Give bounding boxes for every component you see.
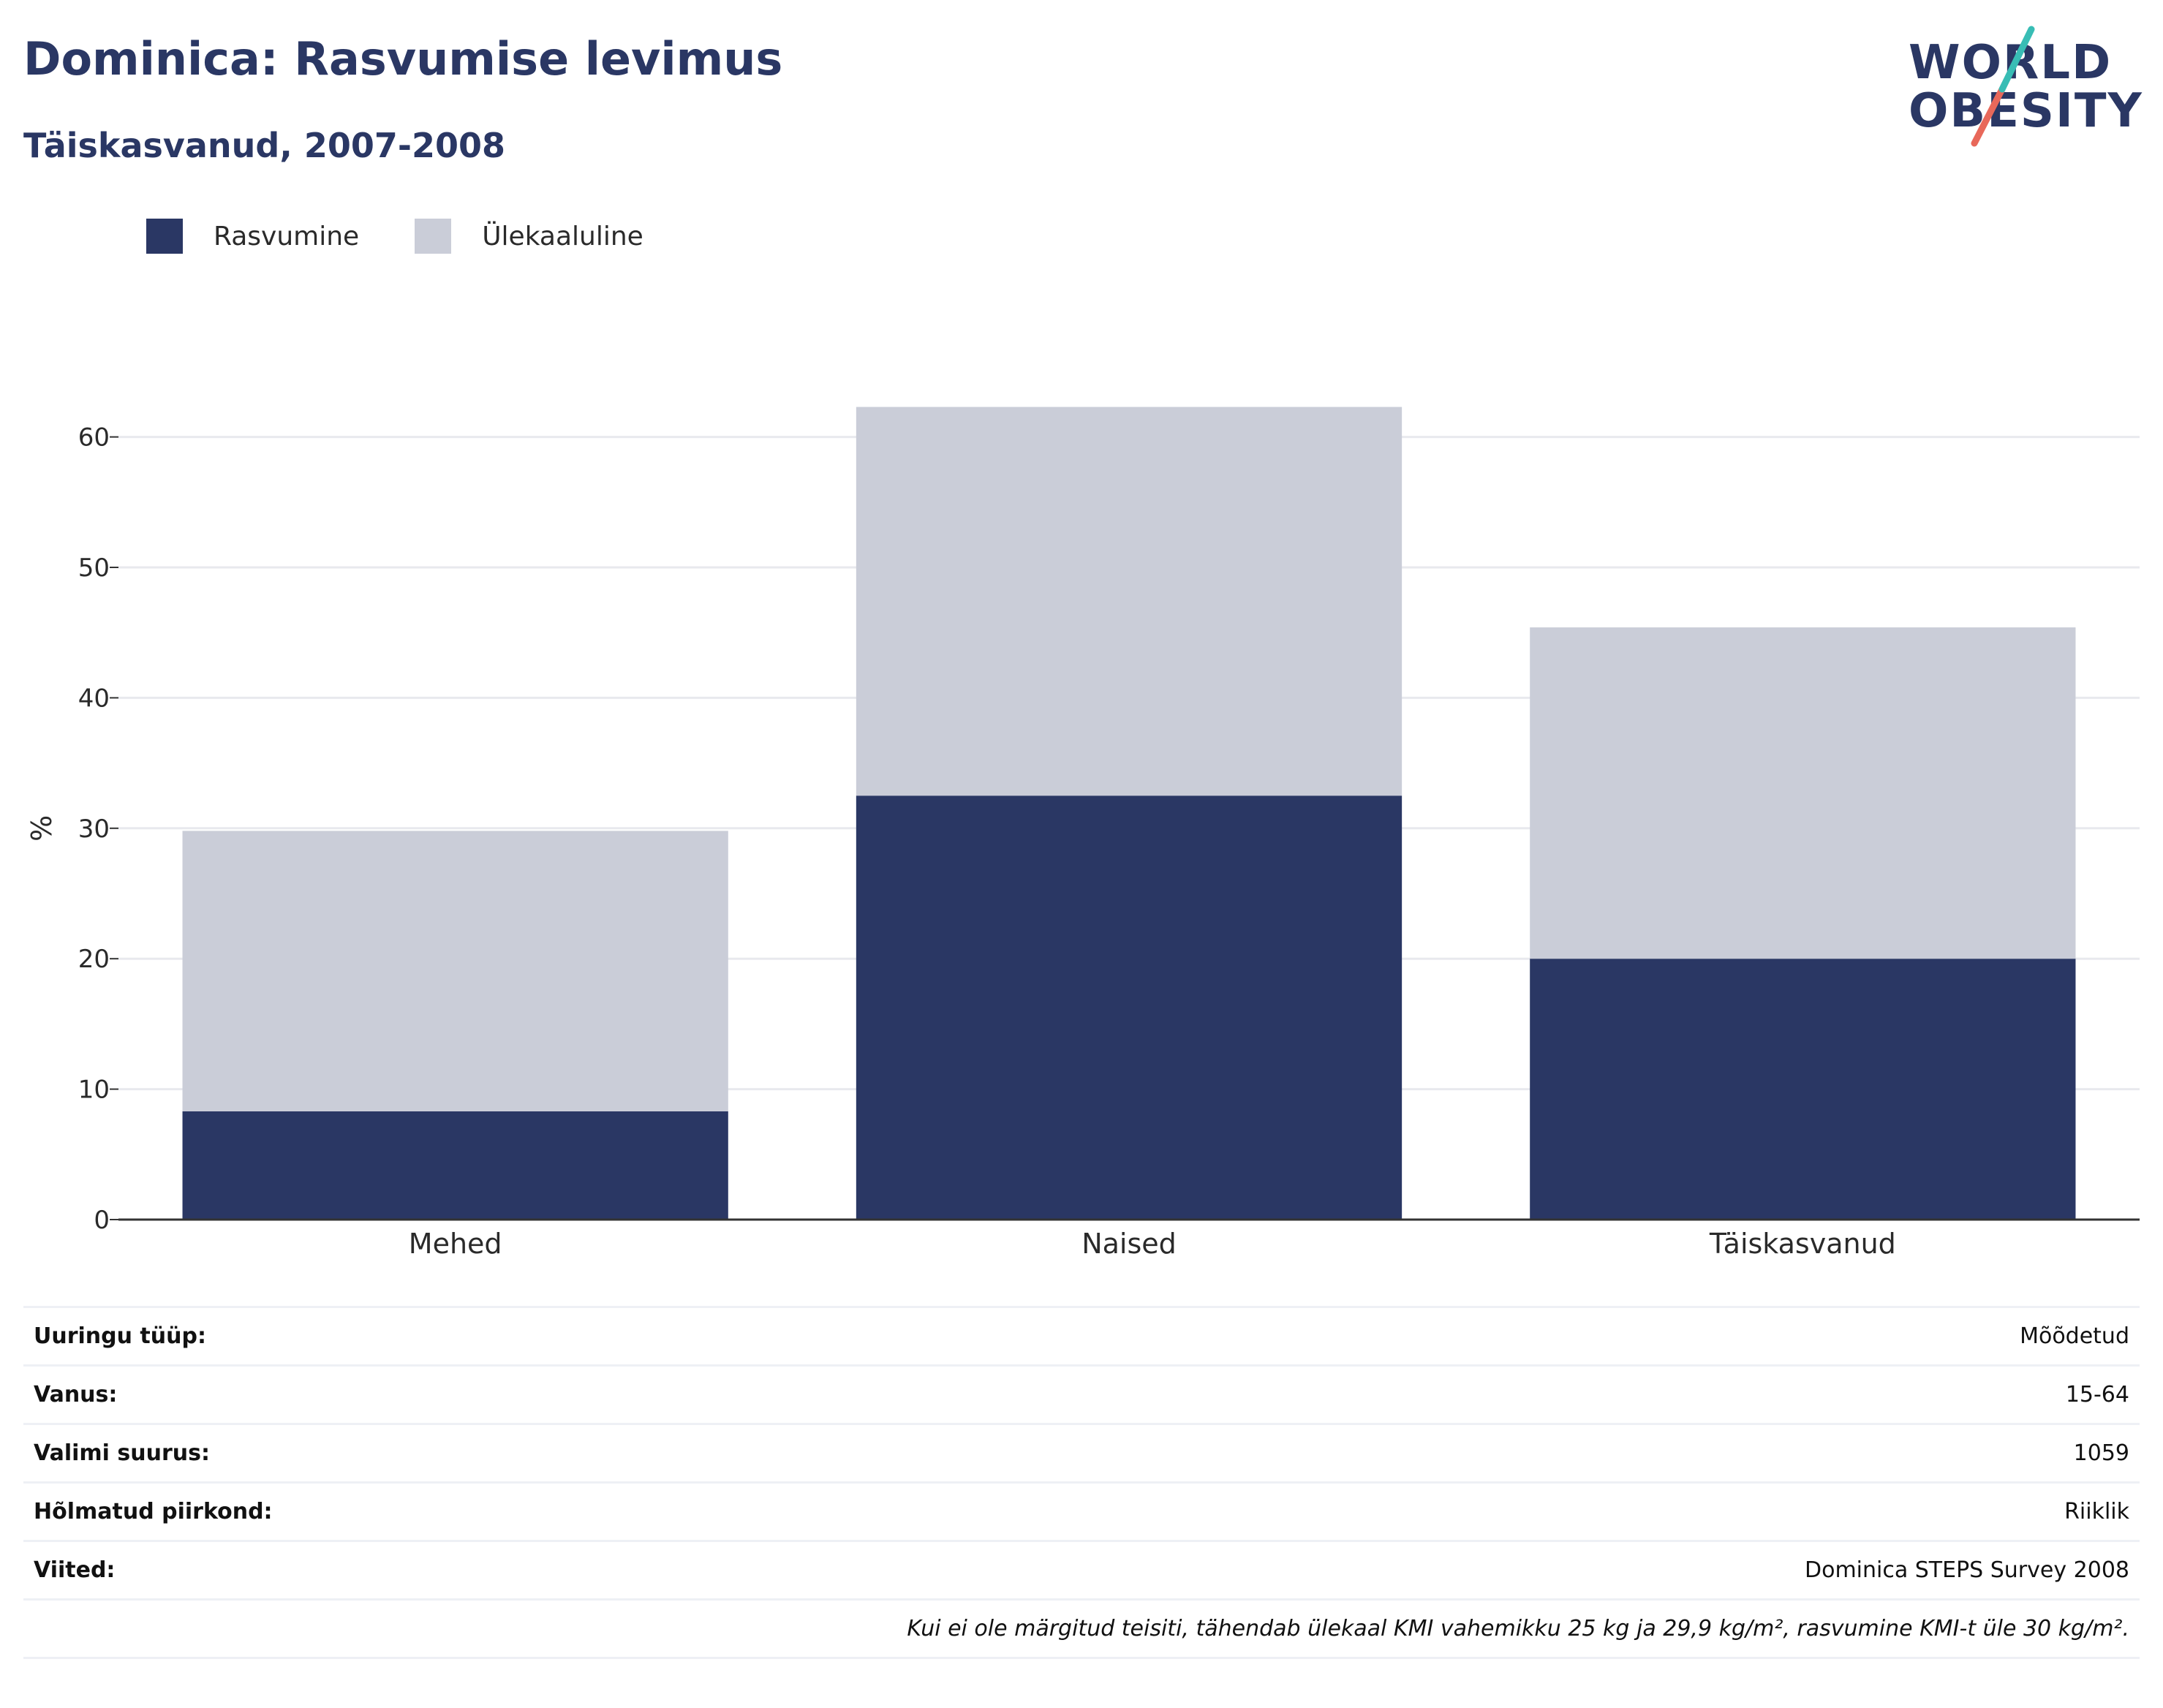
legend-swatch-obesity [146,219,183,254]
x-tick-label: Täiskasvanud [1709,1228,1896,1260]
bar-overweight [856,407,1403,796]
bar-obesity [182,1111,728,1220]
info-label: Uuringu tüüp: [34,1323,206,1349]
legend-item-obesity: Rasvumine [146,219,359,254]
chart-subtitle: Täiskasvanud, 2007-2008 [23,126,505,165]
info-row-area-covered: Hõlmatud piirkond: Riiklik [23,1484,2140,1542]
legend-item-overweight: Ülekaaluline [415,219,643,254]
bar-overweight [1530,627,2076,959]
bar-overweight [182,831,728,1111]
info-value: Mõõdetud [2020,1323,2129,1349]
legend-label-obesity: Rasvumine [214,221,360,252]
y-tick-label: 50 [78,553,110,583]
y-tick-label: 30 [78,815,110,844]
info-value: Dominica STEPS Survey 2008 [1804,1557,2129,1583]
info-label: Valimi suurus: [34,1440,210,1466]
legend: Rasvumine Ülekaaluline [146,216,699,256]
y-tick-label: 20 [78,945,110,974]
info-table: Uuringu tüüp: Mõõdetud Vanus: 15-64 Vali… [23,1306,2140,1659]
x-tick-label: Naised [1082,1228,1177,1260]
logo-slash-icon [1971,26,2035,147]
info-label: Viited: [34,1557,116,1583]
info-value: Riiklik [2064,1499,2129,1524]
y-tick-label: 60 [78,423,110,453]
info-row-age: Vanus: 15-64 [23,1367,2140,1425]
info-row-references: Viited: Dominica STEPS Survey 2008 [23,1542,2140,1601]
info-value: 1059 [2073,1440,2129,1466]
world-obesity-logo: WORLD OBESITY [1909,19,2150,158]
y-axis-label: % [26,815,58,842]
legend-label-overweight: Ülekaaluline [482,221,643,252]
info-label: Vanus: [34,1382,118,1407]
x-tick-label: Mehed [409,1228,502,1260]
info-row-sample-size: Valimi suurus: 1059 [23,1425,2140,1484]
y-tick-label: 40 [78,684,110,713]
legend-swatch-overweight [415,219,452,254]
bar-obesity [1530,959,2076,1220]
definition-note: Kui ei ole märgitud teisiti, tähendab ül… [23,1601,2140,1659]
bar-chart: 0 10 20 30 40 50 60% Mehed Naised Täiskasvanud [26,407,2140,1260]
info-value: 15-64 [2065,1382,2129,1407]
logo-word-obesity: OBESITY [1909,84,2143,138]
info-row-survey-type: Uuringu tüüp: Mõõdetud [23,1308,2140,1367]
info-label: Hõlmatud piirkond: [34,1499,273,1524]
y-tick-label: 10 [78,1076,110,1105]
chart-title: Dominica: Rasvumise levimus [23,32,783,86]
y-tick-label: 0 [94,1206,110,1235]
bar-obesity [856,796,1403,1220]
